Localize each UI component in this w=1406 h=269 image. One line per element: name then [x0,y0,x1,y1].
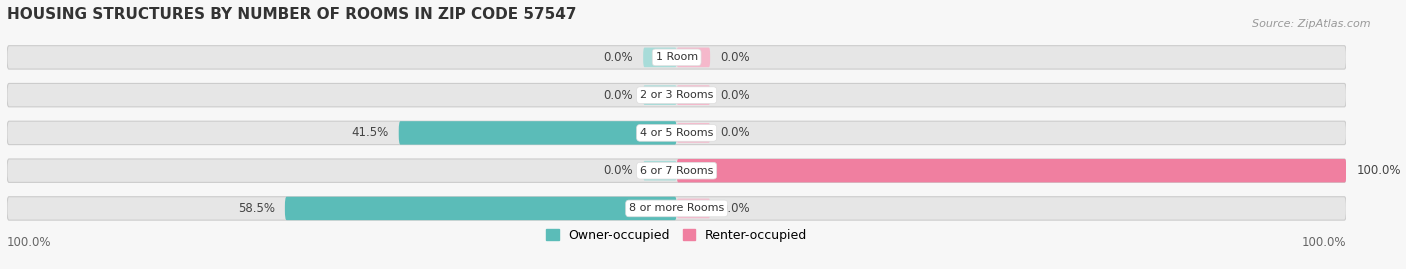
Text: Source: ZipAtlas.com: Source: ZipAtlas.com [1253,19,1371,29]
Text: HOUSING STRUCTURES BY NUMBER OF ROOMS IN ZIP CODE 57547: HOUSING STRUCTURES BY NUMBER OF ROOMS IN… [7,7,576,22]
FancyBboxPatch shape [643,161,676,180]
FancyBboxPatch shape [676,159,1347,182]
Text: 100.0%: 100.0% [1302,236,1347,249]
FancyBboxPatch shape [399,121,676,145]
Text: 0.0%: 0.0% [720,202,749,215]
Text: 1 Room: 1 Room [655,52,697,62]
Text: 100.0%: 100.0% [7,236,52,249]
Legend: Owner-occupied, Renter-occupied: Owner-occupied, Renter-occupied [541,224,813,247]
Text: 0.0%: 0.0% [603,164,633,177]
FancyBboxPatch shape [7,46,1347,69]
Text: 2 or 3 Rooms: 2 or 3 Rooms [640,90,713,100]
FancyBboxPatch shape [676,199,710,218]
Text: 0.0%: 0.0% [720,51,749,64]
FancyBboxPatch shape [643,48,676,67]
Text: 0.0%: 0.0% [720,126,749,139]
FancyBboxPatch shape [643,85,676,105]
FancyBboxPatch shape [7,121,1347,145]
FancyBboxPatch shape [285,197,676,220]
Text: 0.0%: 0.0% [603,51,633,64]
FancyBboxPatch shape [7,159,1347,182]
FancyBboxPatch shape [676,85,710,105]
Text: 100.0%: 100.0% [1357,164,1400,177]
Text: 0.0%: 0.0% [603,89,633,102]
Text: 58.5%: 58.5% [238,202,274,215]
FancyBboxPatch shape [676,48,710,67]
FancyBboxPatch shape [7,83,1347,107]
Text: 4 or 5 Rooms: 4 or 5 Rooms [640,128,713,138]
FancyBboxPatch shape [7,197,1347,220]
Text: 8 or more Rooms: 8 or more Rooms [628,203,724,213]
Text: 41.5%: 41.5% [352,126,388,139]
Text: 0.0%: 0.0% [720,89,749,102]
FancyBboxPatch shape [676,123,710,143]
Text: 6 or 7 Rooms: 6 or 7 Rooms [640,166,713,176]
